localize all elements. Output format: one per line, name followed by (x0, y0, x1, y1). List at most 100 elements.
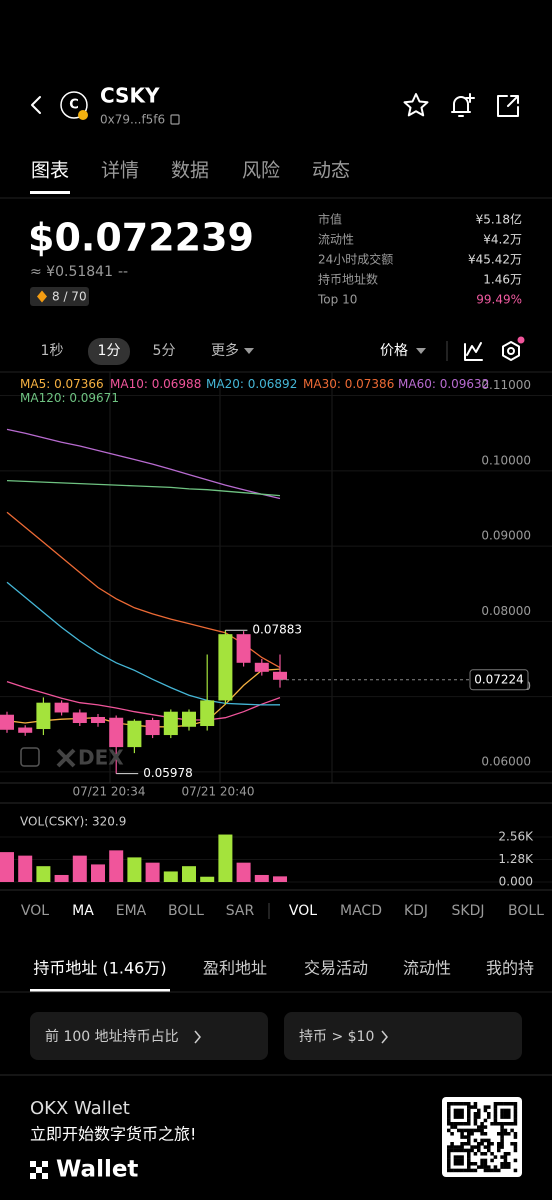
ma-line (6, 428, 281, 500)
qr-module (473, 1162, 478, 1166)
tab[interactable]: 详情 (101, 160, 139, 182)
qr-module (487, 1148, 491, 1153)
qr-module (447, 1112, 451, 1116)
qr-module (460, 1155, 464, 1159)
candle-body (127, 720, 142, 748)
qr-module (513, 1102, 518, 1106)
indicator-icon[interactable] (464, 342, 483, 361)
qr-module (477, 1125, 481, 1129)
copy-icon[interactable] (170, 114, 180, 125)
footer-slogan: 立即开始数字货币之旅! (30, 1125, 196, 1144)
tab[interactable]: 数据 (171, 160, 209, 182)
interval[interactable]: 1分 (98, 343, 121, 359)
stat-value: ¥4.2万 (483, 233, 522, 247)
qr-module (510, 1128, 514, 1133)
qr-module (467, 1102, 471, 1106)
qr-module (467, 1155, 471, 1159)
volume-bar (145, 862, 160, 882)
indicator[interactable]: SAR (226, 903, 255, 919)
qr-module (487, 1115, 491, 1119)
volume-bar (36, 866, 51, 882)
indicator[interactable]: MA (72, 903, 94, 919)
qr-module (460, 1132, 464, 1136)
favorite-icon[interactable] (403, 93, 429, 117)
volume-bar (218, 834, 233, 882)
holder-tab[interactable]: 我的持 (486, 959, 534, 978)
price-selector[interactable]: 价格 (380, 343, 408, 359)
indicator[interactable]: VOL (289, 903, 317, 919)
qr-module (477, 1148, 481, 1153)
back-button[interactable] (31, 96, 41, 114)
current-price-label: 0.07224 (474, 672, 524, 686)
qr-module (467, 1135, 471, 1139)
qr-module (467, 1165, 471, 1169)
qr-module (453, 1108, 458, 1113)
token-symbol: CSKY (100, 84, 160, 108)
tab[interactable]: 图表 (31, 160, 69, 182)
qr-module (493, 1155, 498, 1159)
indicator[interactable]: BOLL (168, 903, 204, 919)
qr-module (493, 1168, 498, 1173)
qr-module (477, 1145, 481, 1149)
card-title: 持币 > $10 (299, 1029, 374, 1045)
qr-module (483, 1152, 488, 1156)
qr-module (447, 1158, 451, 1163)
holder-tab[interactable]: 交易活动 (304, 959, 368, 978)
holder-tab[interactable]: 流动性 (403, 959, 451, 978)
qr-module (503, 1122, 508, 1126)
alert-icon[interactable] (451, 93, 475, 117)
y-tick-label: 2.56K (498, 830, 534, 844)
holder-tab[interactable]: 持币地址 (1.46万) (33, 959, 166, 978)
tab[interactable]: 动态 (312, 160, 350, 182)
qr-module (473, 1152, 478, 1156)
qr-module (507, 1112, 511, 1116)
qr-module (513, 1142, 518, 1146)
candle-body (218, 634, 233, 701)
indicator[interactable]: BOLL (508, 903, 544, 919)
qr-module (513, 1112, 518, 1116)
tab[interactable]: 风险 (242, 160, 280, 182)
qr-module (460, 1162, 464, 1166)
stat-value: ¥5.18亿 (476, 212, 522, 227)
share-icon[interactable] (497, 95, 519, 117)
qr-module (500, 1102, 504, 1106)
qr-module (500, 1108, 504, 1113)
fullscreen-icon[interactable] (20, 747, 40, 767)
qr-module (480, 1122, 484, 1126)
qr-module (467, 1108, 471, 1113)
qr-module (447, 1108, 451, 1113)
qr-module (463, 1168, 468, 1173)
qr-module (457, 1145, 461, 1149)
qr-module (497, 1132, 501, 1136)
qr-module (453, 1162, 458, 1166)
score-badge[interactable] (30, 287, 89, 306)
qr-module (500, 1138, 504, 1143)
indicator[interactable]: EMA (116, 903, 147, 919)
qr-module (493, 1112, 498, 1116)
indicator[interactable]: MACD (340, 903, 382, 919)
qr-module (503, 1102, 508, 1106)
qr-module (497, 1122, 501, 1126)
stat-card[interactable] (284, 1012, 522, 1060)
qr-module (447, 1162, 451, 1166)
interval[interactable]: 更多 (211, 342, 239, 359)
ma-line (6, 581, 281, 706)
interval[interactable]: 5分 (153, 343, 176, 359)
ma-name: MA30 (303, 377, 337, 391)
indicator[interactable]: KDJ (404, 903, 428, 919)
qr-module (503, 1162, 508, 1166)
qr-module (460, 1142, 464, 1146)
settings-icon[interactable] (502, 341, 520, 361)
token-icon-letter: C (69, 98, 79, 113)
qr-module (480, 1152, 484, 1156)
interval[interactable]: 1秒 (41, 343, 64, 359)
indicator[interactable]: SKDJ (452, 903, 485, 919)
ma-value: 0.09632 (440, 377, 490, 391)
ma-line (6, 511, 281, 669)
qr-module (453, 1158, 458, 1163)
stat-card[interactable] (30, 1012, 268, 1060)
stat-label: 持币地址数 (318, 272, 378, 287)
qr-module (467, 1138, 471, 1143)
holder-tab[interactable]: 盈利地址 (203, 959, 267, 978)
indicator[interactable]: VOL (21, 903, 49, 919)
